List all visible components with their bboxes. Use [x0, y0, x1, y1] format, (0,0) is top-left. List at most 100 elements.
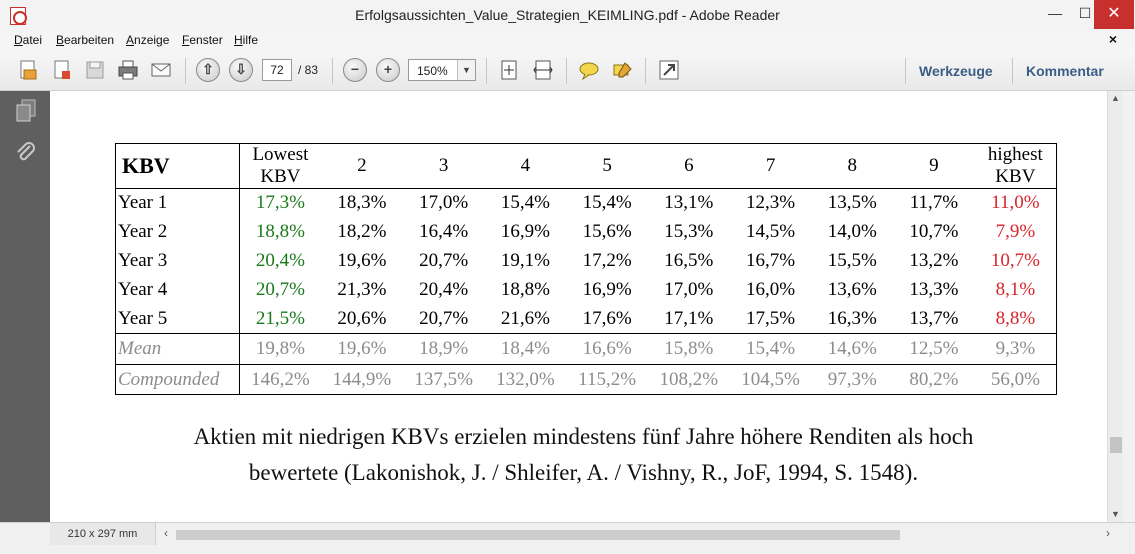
toolbar-separator: [332, 58, 333, 84]
table-cell: 16,5%: [664, 250, 714, 271]
zoom-in-button[interactable]: +: [376, 58, 400, 82]
table-cell: 20,6%: [337, 307, 387, 329]
horizontal-scrollbar[interactable]: ‹ ›: [160, 526, 1120, 543]
table-row: Year 3 20,4% 19,6% 20,7% 19,1% 17,2% 16,5% 16,7…: [115, 246, 1057, 276]
table-row: Year 4 20,7% 21,3% 20,4% 18,8% 16,9% 17,0% 16,0…: [115, 275, 1057, 305]
tools-pane-button[interactable]: Werkzeuge: [919, 63, 993, 79]
open-pdf-icon[interactable]: [52, 59, 74, 81]
highlight-text-icon[interactable]: [611, 59, 633, 81]
table-cell: 14,5%: [746, 221, 796, 242]
table-cell: 8,8%: [995, 307, 1036, 329]
table-cell: 18,8%: [255, 221, 305, 242]
sticky-note-icon[interactable]: [578, 59, 600, 81]
table-cell: 13,5%: [827, 192, 877, 214]
create-pdf-icon[interactable]: [18, 59, 40, 81]
table-cell: 15,5%: [827, 250, 877, 271]
menu-anzeige[interactable]: Anzeige: [126, 33, 170, 47]
toolbar: ⇧ ⇩ 72 / 83 − + 150% ▼ Werkzeuge Komment…: [0, 50, 1135, 91]
menu-datei[interactable]: Datei: [14, 33, 43, 47]
table-cell: 16,3%: [827, 307, 877, 329]
horizontal-scroll-thumb[interactable]: [176, 530, 900, 540]
close-document-button[interactable]: ×: [1108, 31, 1117, 47]
table-cell: 15,4%: [500, 192, 550, 214]
save-icon[interactable]: [84, 59, 106, 81]
minimize-button[interactable]: —: [1048, 5, 1062, 21]
table-header-cell: 8: [811, 143, 894, 189]
zoom-value: 150%: [417, 64, 448, 78]
table-row: Year 5 21,5% 20,6% 20,7% 21,6% 17,6% 17,1% 17,5…: [115, 304, 1057, 334]
table-cell: 13,2%: [909, 250, 959, 271]
page-total: / 83: [298, 63, 319, 77]
table-header-row: KBV Lowest KBV 2 3 4 5 6 7 8 9 highest K…: [115, 143, 1057, 189]
menu-fenster[interactable]: Fenster: [182, 33, 223, 47]
scroll-right-icon[interactable]: ›: [1106, 526, 1110, 540]
row-label: Year 5: [115, 304, 240, 334]
table-cell: 20,7%: [255, 279, 305, 300]
table-cell: 21,6%: [500, 307, 550, 329]
table-cell: 18,4%: [484, 333, 567, 365]
table-cell: 14,0%: [827, 221, 877, 242]
menu-hilfe[interactable]: Hilfe: [234, 33, 259, 47]
close-button[interactable]: ✕: [1094, 0, 1134, 29]
scroll-down-icon[interactable]: ▼: [1111, 509, 1120, 519]
row-label: Compounded: [115, 364, 240, 395]
table-cell: 15,6%: [582, 221, 632, 242]
adobe-reader-icon: [10, 7, 27, 25]
next-page-button[interactable]: ⇩: [229, 58, 253, 82]
fit-page-icon[interactable]: [498, 59, 520, 81]
table-cell: 11,0%: [991, 192, 1040, 214]
print-icon[interactable]: [117, 59, 139, 81]
table-header-cell: 4: [484, 143, 567, 189]
attachments-icon[interactable]: [14, 140, 38, 166]
toolbar-separator: [1012, 58, 1013, 84]
table-header-cell: 3: [402, 143, 485, 189]
kbv-returns-table: KBV Lowest KBV 2 3 4 5 6 7 8 9 highest K…: [115, 143, 1057, 395]
vertical-scroll-thumb[interactable]: [1110, 437, 1122, 453]
caption-line: bewertete (Lakonishok, J. / Shleifer, A.…: [248, 460, 919, 485]
table-cell: 20,4%: [255, 250, 305, 271]
table-cell: 16,7%: [746, 250, 796, 271]
fit-width-icon[interactable]: [532, 59, 554, 81]
row-label: Year 2: [115, 217, 240, 247]
zoom-out-button[interactable]: −: [343, 58, 367, 82]
table-cell: 18,3%: [337, 192, 387, 214]
compounded-row: Compounded 146,2% 144,9% 137,5% 132,0% 115,2%…: [115, 364, 1057, 395]
window-title: Erfolgsaussichten_Value_Strategien_KEIML…: [355, 7, 780, 23]
table-cell: 16,9%: [582, 279, 632, 300]
table-cell: 12,3%: [746, 192, 796, 214]
status-bar: 210 x 297 mm ‹ ›: [0, 522, 1135, 554]
table-cell: 10,7%: [909, 221, 959, 242]
table-cell: 108,2%: [647, 364, 730, 395]
maximize-button[interactable]: ☐: [1078, 5, 1092, 21]
chevron-down-icon[interactable]: ▼: [457, 60, 475, 80]
zoom-select[interactable]: 150% ▼: [408, 59, 476, 81]
page-number-input[interactable]: 72: [262, 59, 292, 81]
table-cell: 17,1%: [664, 307, 714, 329]
previous-page-button[interactable]: ⇧: [196, 58, 220, 82]
table-header-cell: Lowest KBV: [239, 143, 322, 189]
scroll-left-icon[interactable]: ‹: [164, 526, 168, 540]
table-cell: 17,0%: [419, 192, 469, 214]
full-screen-icon[interactable]: [658, 59, 680, 81]
table-cell: 17,6%: [582, 307, 632, 329]
menu-bar: Datei Bearbeiten Anzeige Fenster Hilfe ×: [0, 31, 1135, 50]
table-header-cell: 2: [321, 143, 403, 189]
table-header-cell: KBV: [115, 143, 240, 189]
comment-pane-button[interactable]: Kommentar: [1026, 63, 1104, 79]
page-size-label: 210 x 297 mm: [50, 523, 156, 545]
navigation-pane: [0, 91, 50, 522]
table-cell: 13,3%: [909, 279, 959, 300]
menu-bearbeiten[interactable]: Bearbeiten: [56, 33, 115, 47]
table-cell: 13,7%: [909, 307, 959, 329]
table-cell: 18,8%: [500, 279, 550, 300]
vertical-scrollbar[interactable]: ▲ ▼: [1107, 91, 1123, 522]
table-cell: 21,3%: [337, 279, 387, 300]
email-icon[interactable]: [150, 59, 172, 81]
table-cell: 20,7%: [419, 250, 469, 271]
toolbar-separator: [566, 58, 567, 84]
pdf-page: KBV Lowest KBV 2 3 4 5 6 7 8 9 highest K…: [50, 91, 1107, 522]
row-label: Year 4: [115, 275, 240, 305]
scroll-up-icon[interactable]: ▲: [1111, 93, 1120, 103]
table-cell: 15,4%: [582, 192, 632, 214]
page-thumbnails-icon[interactable]: [14, 98, 38, 124]
